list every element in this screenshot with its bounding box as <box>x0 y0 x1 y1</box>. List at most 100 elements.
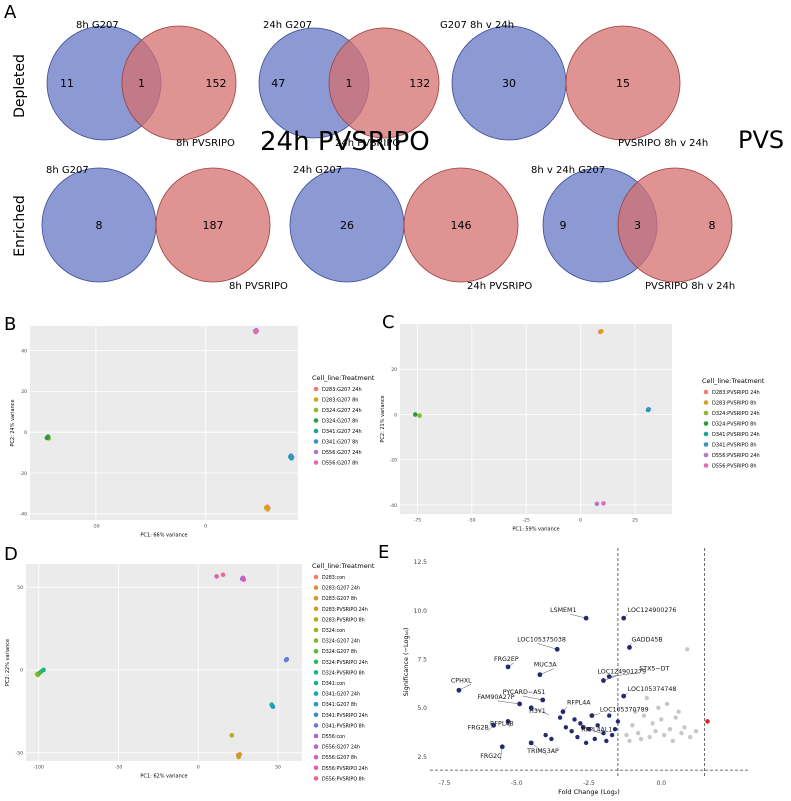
x-tick-label: -50 <box>115 765 122 771</box>
venn-overlap-count: 1 <box>346 77 353 90</box>
legend-entry: D341:G207 8h <box>322 702 357 708</box>
labeled-point <box>589 713 595 718</box>
labeled-point <box>540 697 546 703</box>
legend-swatch <box>313 418 319 423</box>
venn-right-count: 15 <box>616 77 630 90</box>
legend-swatch <box>703 431 709 437</box>
ns-point <box>624 732 629 738</box>
venn-left-label: 8h v 24h G207 <box>531 165 605 176</box>
x-tick-label: -2.5 <box>583 780 595 787</box>
venn-stray-text: PVS <box>738 126 784 154</box>
legend-swatch <box>313 648 319 654</box>
venn-left-label: G207 8h v 24h <box>440 20 514 31</box>
legend-swatch <box>313 733 319 739</box>
panel-letter-d: D <box>4 544 18 565</box>
y-tick-label: 20 <box>391 367 397 373</box>
legend-entry: D324:PVSRIPO 8h <box>322 670 365 676</box>
gene-label: LOC124900276 <box>628 607 677 614</box>
data-point <box>220 572 226 578</box>
legend-swatch <box>313 428 319 434</box>
y-axis-label: PC2: 24% variance <box>10 399 16 446</box>
legend-entry: D556:G207 8h <box>322 461 358 467</box>
venn-panel: 11 152 1 8h G207 8h PVSRIPO 47 132 1 24h G207 24h… <box>41 20 735 292</box>
gene-label: LOC105370789 <box>600 707 649 714</box>
legend-entry: D324:G207 24h <box>322 639 360 645</box>
venn-left-count: 30 <box>502 77 516 90</box>
labeled-point <box>456 687 462 693</box>
plot-frame <box>429 547 749 777</box>
legend-entry: D341:G207 24h <box>322 692 360 698</box>
x-tick-label: -7.5 <box>439 780 451 787</box>
x-tick-label: 0.0 <box>656 780 666 787</box>
y-tick-label: 0 <box>24 430 27 436</box>
y-tick-label: 2.5 <box>417 754 427 761</box>
venn-left-count: 26 <box>340 219 354 232</box>
label-leader-line <box>497 700 520 705</box>
data-point <box>229 733 235 738</box>
legend-swatch <box>313 407 319 413</box>
y-tick-label: -20 <box>390 458 397 464</box>
label-leader-line <box>570 613 587 619</box>
ns-point <box>638 736 644 742</box>
legend-swatch <box>703 421 709 426</box>
ns-point <box>647 734 652 740</box>
legend-swatch <box>313 638 319 643</box>
venn-right-count: 132 <box>409 77 430 90</box>
labeled-point <box>601 678 606 683</box>
gene-label: PYCARD−AS1 <box>503 689 546 696</box>
y-tick-label: 0 <box>394 412 397 418</box>
ns-point <box>661 732 667 738</box>
ns-point <box>633 709 638 714</box>
legend-swatch <box>313 723 319 728</box>
venn-right-count: 152 <box>206 77 227 90</box>
legend-swatch <box>313 776 319 781</box>
panel-letter-c: C <box>382 312 395 333</box>
legend-swatch <box>313 449 319 455</box>
y-tick-label: 0 <box>20 668 23 674</box>
ns-point <box>673 715 678 720</box>
legend-swatch <box>313 574 319 580</box>
x-tick-label: -100 <box>34 765 44 771</box>
legend-entry: D283:G207 24h <box>322 387 362 393</box>
x-tick-label: 0 <box>197 765 200 771</box>
ns-point <box>667 727 673 732</box>
legend-entry: D283:PVSRIPO 24h <box>322 607 368 613</box>
legend-swatch <box>703 400 709 405</box>
data-point <box>41 667 46 673</box>
venn-left-count: 9 <box>559 219 566 232</box>
significant-point <box>612 727 618 732</box>
legend-swatch <box>703 463 709 468</box>
legend-entry: D556:PVSRIPO 24h <box>712 453 760 459</box>
ns-point <box>641 713 647 718</box>
ns-point <box>630 723 635 728</box>
gene-label: CPHXL <box>451 677 472 684</box>
legend-entry: D324:G207 24h <box>322 408 362 414</box>
plot-background <box>26 564 302 761</box>
venn-left-count: 8 <box>96 219 103 232</box>
y-tick-label: 40 <box>21 348 27 354</box>
significant-point <box>592 736 597 742</box>
plot-background <box>30 326 298 520</box>
labeled-point <box>499 744 505 750</box>
ns-point <box>635 730 641 736</box>
legend-swatch <box>703 389 709 395</box>
gene-label: H3Y1 <box>529 708 546 715</box>
venn-row-label-enriched: Enriched <box>12 195 28 256</box>
ns-point <box>653 728 658 734</box>
y-tick-label: 5.0 <box>417 705 427 712</box>
gene-label: LOC105374748 <box>628 686 677 693</box>
venn-right-count: 8 <box>709 219 716 232</box>
gene-label: TRIM53AP <box>526 748 559 755</box>
legend-swatch <box>313 595 319 601</box>
x-tick-label: 0 <box>204 524 207 530</box>
legend-swatch <box>313 627 319 633</box>
venn-right-count: 146 <box>451 219 472 232</box>
gene-label: FRG2C <box>480 753 502 760</box>
labeled-point <box>517 701 523 707</box>
significant-point <box>595 723 600 728</box>
ns-point <box>682 725 687 730</box>
legend-entry: D283:PVSRIPO 8h <box>322 617 365 623</box>
venn-right-circle <box>328 27 440 139</box>
legend-entry: D324:con <box>322 628 345 634</box>
y-tick-label: -40 <box>390 503 397 509</box>
